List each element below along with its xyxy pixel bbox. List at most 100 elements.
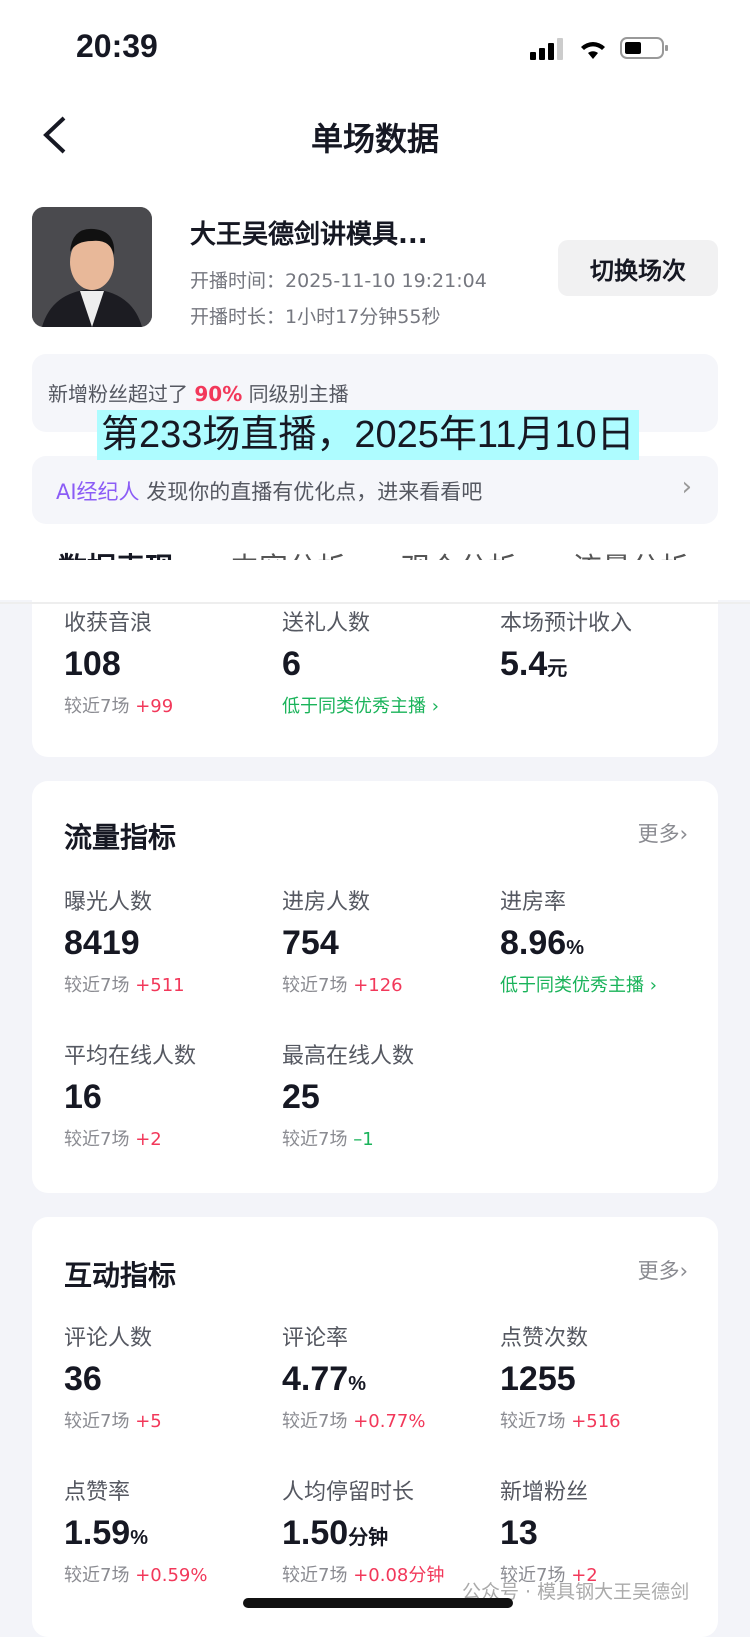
metric-label: 最高在线人数 — [282, 1044, 415, 1069]
wifi-icon — [581, 42, 605, 59]
status-time: 20:39 — [76, 28, 158, 64]
ai-text: 发现你的直播有优化点，进来看看吧 — [139, 480, 483, 504]
metric-label: 评论率 — [282, 1326, 349, 1351]
metric: 评论率 4.77% 较近7场 +0.77% — [282, 1320, 425, 1433]
below-peers-link[interactable]: 低于同类优秀主播 › — [500, 975, 657, 996]
metric: 曝光人数 8419 较近7场 +511 — [64, 884, 185, 997]
metric-label: 送礼人数 — [282, 611, 371, 636]
metric-value: 36 — [64, 1360, 102, 1398]
chevron-right-icon: › — [681, 472, 692, 502]
duration-value: 1小时17分钟55秒 — [285, 306, 441, 328]
metric-delta: –1 — [353, 1129, 374, 1150]
metric-delta: +99 — [135, 696, 174, 717]
start-time: 开播时间：2025-11-10 19:21:04 — [190, 266, 487, 293]
metric: 最高在线人数 25 较近7场 –1 — [282, 1038, 414, 1151]
below-peers-link[interactable]: 低于同类优秀主播 › — [282, 696, 439, 717]
metric-unit: 分钟 — [348, 1527, 389, 1549]
interaction-card — [32, 1217, 718, 1637]
metric-value: 4.77% — [282, 1360, 366, 1398]
metric-label: 点赞次数 — [500, 1326, 589, 1351]
metric-unit: 元 — [547, 658, 568, 680]
metric-value: 25 — [282, 1078, 320, 1116]
metric-label: 收获音浪 — [64, 611, 153, 636]
traffic-more-link[interactable]: 更多› — [637, 822, 688, 846]
fans-post: 同级别主播 — [242, 382, 349, 406]
metric-value: 754 — [282, 924, 339, 962]
metric-value: 1.59% — [64, 1514, 148, 1552]
metric: 人均停留时长 1.50分钟较近7场 +0.08分钟 — [282, 1474, 444, 1587]
interaction-more-link[interactable]: 更多› — [637, 1259, 688, 1283]
metric-unit: % — [130, 1527, 148, 1549]
metric-compare: 较近7场 –1 — [282, 1129, 374, 1150]
metric-compare: 较近7场 +99 — [64, 696, 174, 717]
metric-delta: +5 — [135, 1411, 162, 1432]
metric-value: 8419 — [64, 924, 140, 962]
duration-label: 开播时长： — [190, 306, 286, 328]
fans-pct: 90% — [194, 382, 243, 406]
metric-delta: +0.08分钟 — [353, 1565, 445, 1586]
streamer-name: 大王吴德剑讲模具... — [190, 220, 428, 250]
metric-delta: +126 — [353, 975, 403, 996]
ai-agent-banner[interactable]: AI经纪人 发现你的直播有优化点，进来看看吧 › — [32, 456, 718, 524]
start-label: 开播时间： — [190, 270, 286, 292]
metric-label: 进房率 — [500, 890, 567, 915]
metric-label: 曝光人数 — [64, 890, 153, 915]
traffic-title: 流量指标 — [64, 821, 177, 854]
metric-value: 1255 — [500, 1360, 576, 1398]
fans-pre: 新增粉丝超过了 — [48, 382, 195, 406]
back-icon[interactable] — [40, 115, 70, 155]
interaction-title: 互动指标 — [64, 1259, 177, 1292]
metric-value: 13 — [500, 1514, 538, 1552]
traffic-card — [32, 781, 718, 1193]
metric-value: 8.96% — [500, 924, 584, 962]
metric-value: 6 — [282, 645, 301, 683]
metric-compare: 较近7场 +511 — [64, 975, 185, 996]
revenue-card — [32, 560, 718, 757]
metric-delta: +2 — [135, 1129, 162, 1150]
metric-value: 5.4元 — [500, 645, 568, 683]
metric-compare: 较近7场 +5 — [64, 1411, 162, 1432]
start-value: 2025-11-10 19:21:04 — [285, 270, 487, 292]
metric-label: 新增粉丝 — [500, 1480, 589, 1505]
page-title: 单场数据 — [310, 120, 439, 158]
metric-label: 人均停留时长 — [282, 1480, 415, 1505]
watermark: 公众号 · 模具钢大王吴德剑 — [462, 1581, 690, 1603]
metric: 本场预计收入 5.4元 — [500, 605, 632, 684]
metric-value: 108 — [64, 645, 121, 683]
metric-label: 评论人数 — [64, 1326, 153, 1351]
metric-delta: +2 — [571, 1565, 598, 1586]
metric: 平均在线人数 16 较近7场 +2 — [64, 1038, 196, 1151]
metric-compare: 较近7场 +126 — [282, 975, 403, 996]
metric-compare: 较近7场 +0.08分钟 — [282, 1565, 445, 1586]
caption-overlay: 第233场直播，2025年11月10日 — [97, 410, 639, 460]
metric: 进房人数 754 较近7场 +126 — [282, 884, 403, 997]
divider — [0, 602, 750, 604]
metric: 送礼人数 6 低于同类优秀主播 › — [282, 605, 439, 718]
metric: 点赞率 1.59% 较近7场 +0.59% — [64, 1474, 207, 1587]
metric-label: 进房人数 — [282, 890, 371, 915]
metric-unit: % — [566, 937, 584, 959]
avatar — [32, 207, 152, 327]
metric-value: 1.50分钟 — [282, 1514, 389, 1552]
metric-compare: 较近7场 +2 — [500, 1565, 598, 1586]
metric: 进房率 8.96% 低于同类优秀主播 › — [500, 884, 657, 997]
metric-label: 点赞率 — [64, 1480, 131, 1505]
metric-compare: 较近7场 +0.77% — [282, 1411, 426, 1432]
metric-delta: +0.77% — [353, 1411, 426, 1432]
metric-label: 本场预计收入 — [500, 611, 633, 636]
ai-brand: AI经纪人 — [56, 480, 140, 504]
switch-session-button[interactable]: 切换场次 — [558, 240, 718, 296]
battery-icon — [620, 37, 668, 59]
metric-delta: +516 — [571, 1411, 621, 1432]
duration: 开播时长：1小时17分钟55秒 — [190, 302, 440, 329]
metric: 收获音浪 108 较近7场 +99 — [64, 605, 173, 718]
metric: 新增粉丝 13 较近7场 +2 — [500, 1474, 598, 1587]
metric: 评论人数 36 较近7场 +5 — [64, 1320, 162, 1433]
metric-compare: 较近7场 +2 — [64, 1129, 162, 1150]
metric-compare: 较近7场 +0.59% — [64, 1565, 208, 1586]
home-indicator — [243, 1598, 513, 1608]
metric-value: 16 — [64, 1078, 102, 1116]
metric-delta: +0.59% — [135, 1565, 208, 1586]
metric: 点赞次数 1255 较近7场 +516 — [500, 1320, 621, 1433]
metric-unit: % — [348, 1373, 366, 1395]
